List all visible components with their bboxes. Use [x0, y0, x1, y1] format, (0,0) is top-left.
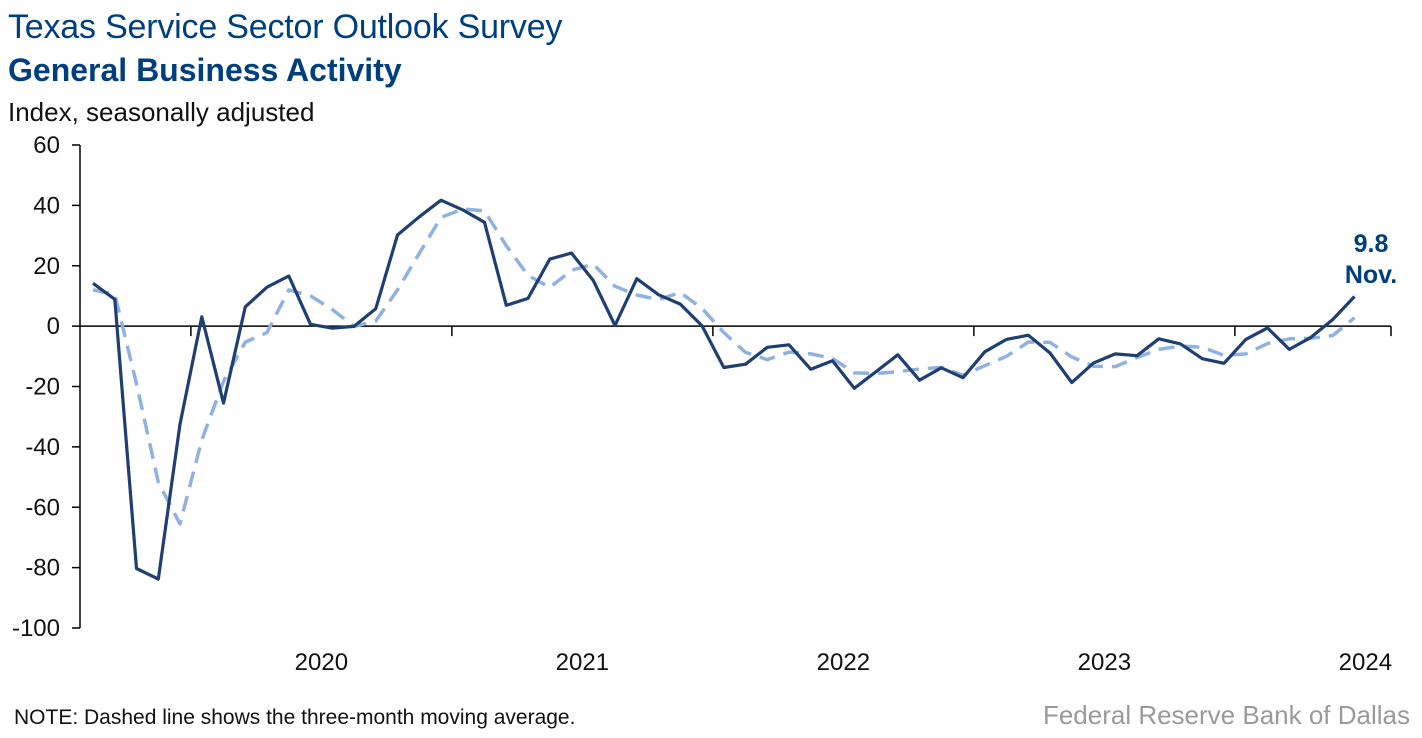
y-tick-label: -100: [12, 615, 60, 642]
latest-value-label: 9.8: [1354, 230, 1389, 258]
latest-month-label: Nov.: [1345, 261, 1397, 289]
y-tick-label: 20: [33, 253, 60, 280]
y-tick-label: -40: [25, 434, 60, 461]
x-tick-label: 2020: [295, 649, 348, 676]
y-tick-label: -20: [25, 374, 60, 401]
source-credit: Federal Reserve Bank of Dallas: [1042, 700, 1410, 730]
x-tick-label: 2021: [556, 649, 609, 676]
index-series-line: [92, 198, 1356, 581]
annotation-layer: 9.8 Nov.: [1345, 230, 1397, 289]
series-layer: [92, 198, 1356, 581]
y-tick-label: -60: [25, 494, 60, 521]
y-tick-label: 0: [47, 313, 60, 340]
chart-title: Texas Service Sector Outlook Survey: [8, 8, 563, 46]
y-tick-label: -80: [25, 555, 60, 582]
x-tick-label: 2022: [817, 649, 870, 676]
x-tick-label: 2024: [1339, 649, 1392, 676]
y-tick-label: 60: [33, 132, 60, 159]
moving-average-series-line: [92, 207, 1356, 526]
x-axis: 2020 2021 2022 2023 2024: [80, 325, 1392, 676]
y-axis-units-label: Index, seasonally adjusted: [8, 97, 315, 127]
chart-subtitle: General Business Activity: [8, 52, 402, 88]
footnote: NOTE: Dashed line shows the three-month …: [14, 706, 576, 729]
x-tick-label: 2023: [1078, 649, 1131, 676]
y-axis: 60 40 20 0 -20 -40 -60 -80 -100: [12, 132, 81, 642]
y-tick-label: 40: [33, 192, 60, 219]
